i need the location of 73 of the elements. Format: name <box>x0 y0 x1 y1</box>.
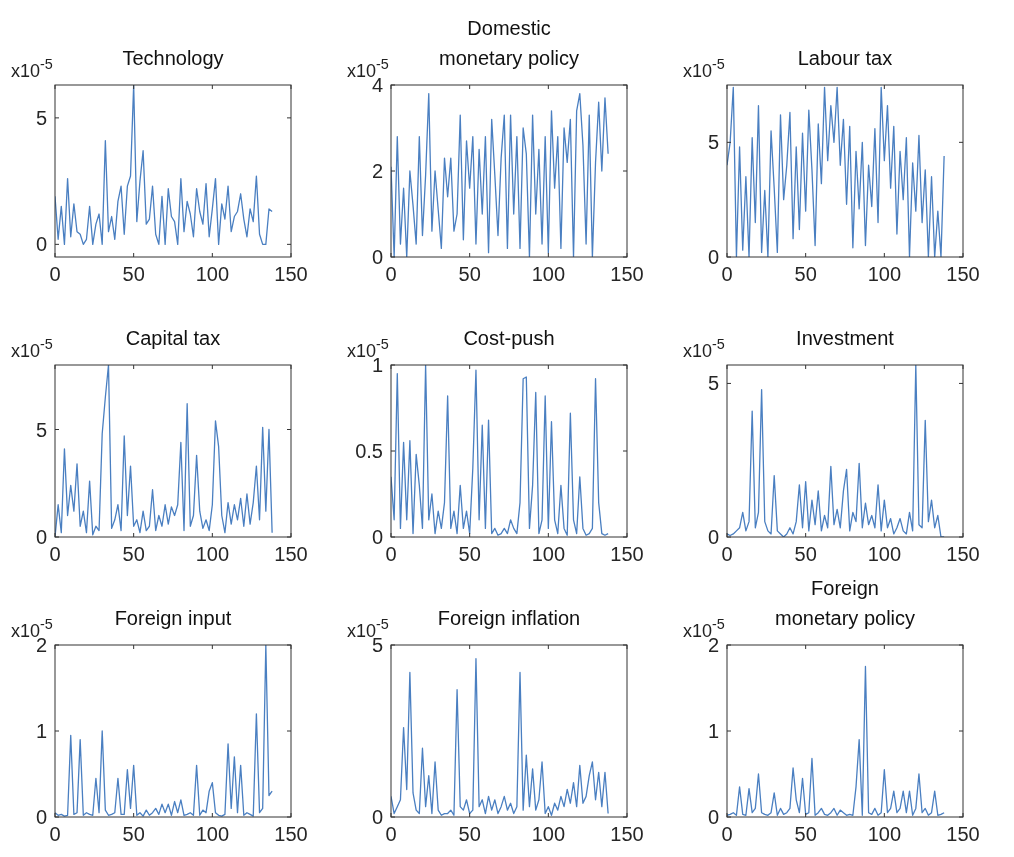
chart-title: Foreign monetary policy <box>774 577 916 629</box>
x-tick-label: 0 <box>721 823 733 845</box>
chart-title: Labour tax <box>797 47 893 69</box>
y-tick-label: 0.5 <box>355 440 383 462</box>
chart-title: Capital tax <box>125 327 221 349</box>
x-tick-label: 150 <box>274 263 308 285</box>
y-tick-label: 5 <box>707 372 719 395</box>
x-tick-label: 150 <box>946 543 980 565</box>
y-tick-label: 0 <box>35 233 47 256</box>
y-tick-label: 0 <box>707 806 719 828</box>
y-tick-label: 5 <box>707 131 719 154</box>
y-tick-label: 5 <box>35 106 47 129</box>
y-tick-label: 5 <box>35 418 47 441</box>
x-tick-label: 0 <box>721 263 733 285</box>
x-tick-label: 150 <box>610 263 644 285</box>
x-tick-label: 50 <box>458 823 481 845</box>
y-tick-label: 0 <box>35 806 47 828</box>
x-tick-label: 50 <box>122 263 145 285</box>
line-series <box>391 365 609 536</box>
x-tick-label: 150 <box>946 823 980 845</box>
y-tick-label: 1 <box>707 720 719 742</box>
x-tick-label: 100 <box>867 263 902 285</box>
x-tick-label: 0 <box>49 823 61 845</box>
text: x10$^{-5}$ <box>11 56 53 81</box>
x-tick-label: 0 <box>385 543 397 565</box>
x-tick-label: 50 <box>122 543 145 565</box>
x-tick-label: 50 <box>794 263 817 285</box>
x-tick-label: 150 <box>610 543 644 565</box>
x-tick-label: 100 <box>195 543 230 565</box>
line-series <box>391 658 609 816</box>
x-tick-label: 50 <box>458 263 481 285</box>
x-tick-label: 150 <box>274 823 308 845</box>
text: x10$^{-5}$ <box>683 336 725 361</box>
x-tick-label: 50 <box>458 543 481 565</box>
text: x10$^{-5}$ <box>11 336 53 361</box>
x-tick-label: 50 <box>794 543 817 565</box>
x-tick-label: 100 <box>195 823 230 845</box>
x-tick-label: 0 <box>385 823 397 845</box>
text: x10$^{-5}$ <box>683 56 725 81</box>
y-tick-label: 0 <box>371 806 383 828</box>
x-tick-label: 100 <box>531 823 566 845</box>
chart-title: Technology <box>122 47 224 69</box>
x-tick-label: 150 <box>610 823 644 845</box>
x-tick-label: 50 <box>122 823 145 845</box>
x-tick-label: 100 <box>531 263 566 285</box>
chart-title: Foreign input <box>114 607 232 629</box>
x-tick-label: 150 <box>274 543 308 565</box>
y-tick-label: 0 <box>707 526 719 548</box>
x-tick-label: 0 <box>721 543 733 565</box>
line-series <box>727 665 945 816</box>
x-tick-label: 100 <box>531 543 566 565</box>
x-tick-label: 0 <box>49 263 61 285</box>
x-tick-label: 0 <box>49 543 61 565</box>
x-tick-label: 100 <box>867 543 902 565</box>
x-tick-label: 100 <box>195 263 230 285</box>
chart-title: Domestic monetary policy <box>438 17 580 69</box>
line-series <box>391 92 609 257</box>
line-series <box>55 365 273 537</box>
y-tick-label: 1 <box>35 720 47 742</box>
y-tick-label: 0 <box>707 246 719 268</box>
line-series <box>55 645 273 817</box>
x-tick-label: 150 <box>946 263 980 285</box>
chart-title: Investment <box>796 327 895 349</box>
line-series <box>727 86 945 257</box>
y-tick-label: 0 <box>35 526 47 548</box>
x-tick-label: 100 <box>867 823 902 845</box>
chart-title: Cost-push <box>463 327 555 349</box>
x-tick-label: 50 <box>794 823 817 845</box>
x-tick-label: 0 <box>385 263 397 285</box>
y-tick-label: 0 <box>371 526 383 548</box>
chart-title: Foreign inflation <box>437 607 581 629</box>
y-tick-label: 2 <box>371 160 383 182</box>
y-tick-label: 0 <box>371 246 383 268</box>
